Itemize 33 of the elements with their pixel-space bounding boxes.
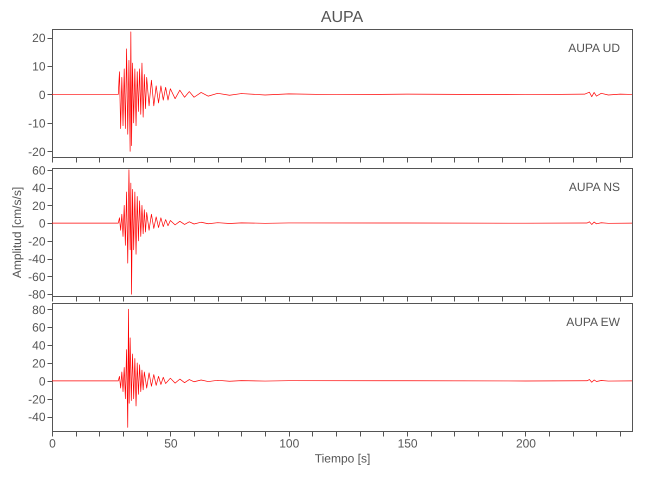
y-tick-label: -40 [28,410,46,424]
y-tick-label: 60 [32,163,46,178]
x-tick-label: 100 [279,436,300,450]
y-tick-label: -20 [28,392,46,406]
y-tick-label: -20 [28,234,46,248]
x-tick-label: 50 [164,436,178,450]
y-tick-label: 0 [38,88,46,102]
y-tick-label: 40 [32,181,46,196]
y-tick-label: 80 [32,302,46,317]
annotation: AUPA UD [568,41,620,55]
y-tick-label: 10 [32,59,46,74]
y-tick-label: -40 [28,252,46,266]
line-series [52,31,632,152]
x-tick-label: 200 [516,436,536,450]
y-tick-label: -10 [28,116,46,130]
y-tick-label: 0 [38,216,46,231]
x-axis-title: Tiempo [s] [314,452,370,466]
y-tick-label: 40 [32,338,46,353]
x-tick-label: 150 [398,436,418,450]
y-tick-label: 20 [32,31,46,46]
y-tick-label: -20 [28,144,46,159]
y-tick-label: 20 [32,198,46,213]
y-axis-title: Amplitud [cm/s/s] [10,186,24,278]
chart-title: AUPA [320,9,364,26]
annotation: AUPA EW [566,315,621,329]
annotation: AUPA NS [568,180,620,194]
x-tick-label: 0 [49,436,56,450]
y-tick-label: 20 [32,356,46,370]
line-series [52,308,632,428]
y-tick-label: -80 [28,288,46,302]
y-tick-label: -60 [28,270,46,284]
y-tick-label: 0 [38,374,46,388]
y-tick-label: 60 [32,320,46,335]
